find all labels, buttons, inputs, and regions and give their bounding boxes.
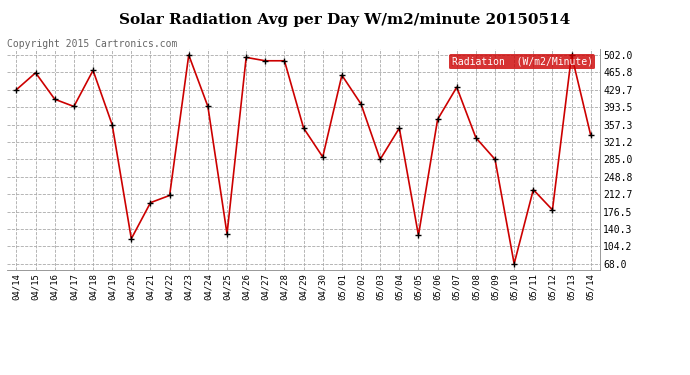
Text: Solar Radiation Avg per Day W/m2/minute 20150514: Solar Radiation Avg per Day W/m2/minute …: [119, 13, 571, 27]
Text: Copyright 2015 Cartronics.com: Copyright 2015 Cartronics.com: [7, 39, 177, 50]
Legend: Radiation  (W/m2/Minute): Radiation (W/m2/Minute): [448, 54, 595, 69]
